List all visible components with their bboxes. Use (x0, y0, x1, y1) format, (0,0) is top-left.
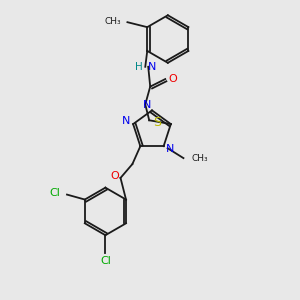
Text: H: H (134, 62, 142, 72)
Text: N: N (122, 116, 130, 126)
Text: N: N (143, 100, 151, 110)
Text: Cl: Cl (49, 188, 60, 198)
Text: S: S (153, 116, 161, 129)
Text: Cl: Cl (100, 256, 111, 266)
Text: CH₃: CH₃ (105, 17, 122, 26)
Text: N: N (165, 144, 174, 154)
Text: CH₃: CH₃ (191, 154, 208, 163)
Text: O: O (110, 171, 119, 181)
Text: N: N (148, 62, 157, 72)
Text: O: O (169, 74, 177, 84)
